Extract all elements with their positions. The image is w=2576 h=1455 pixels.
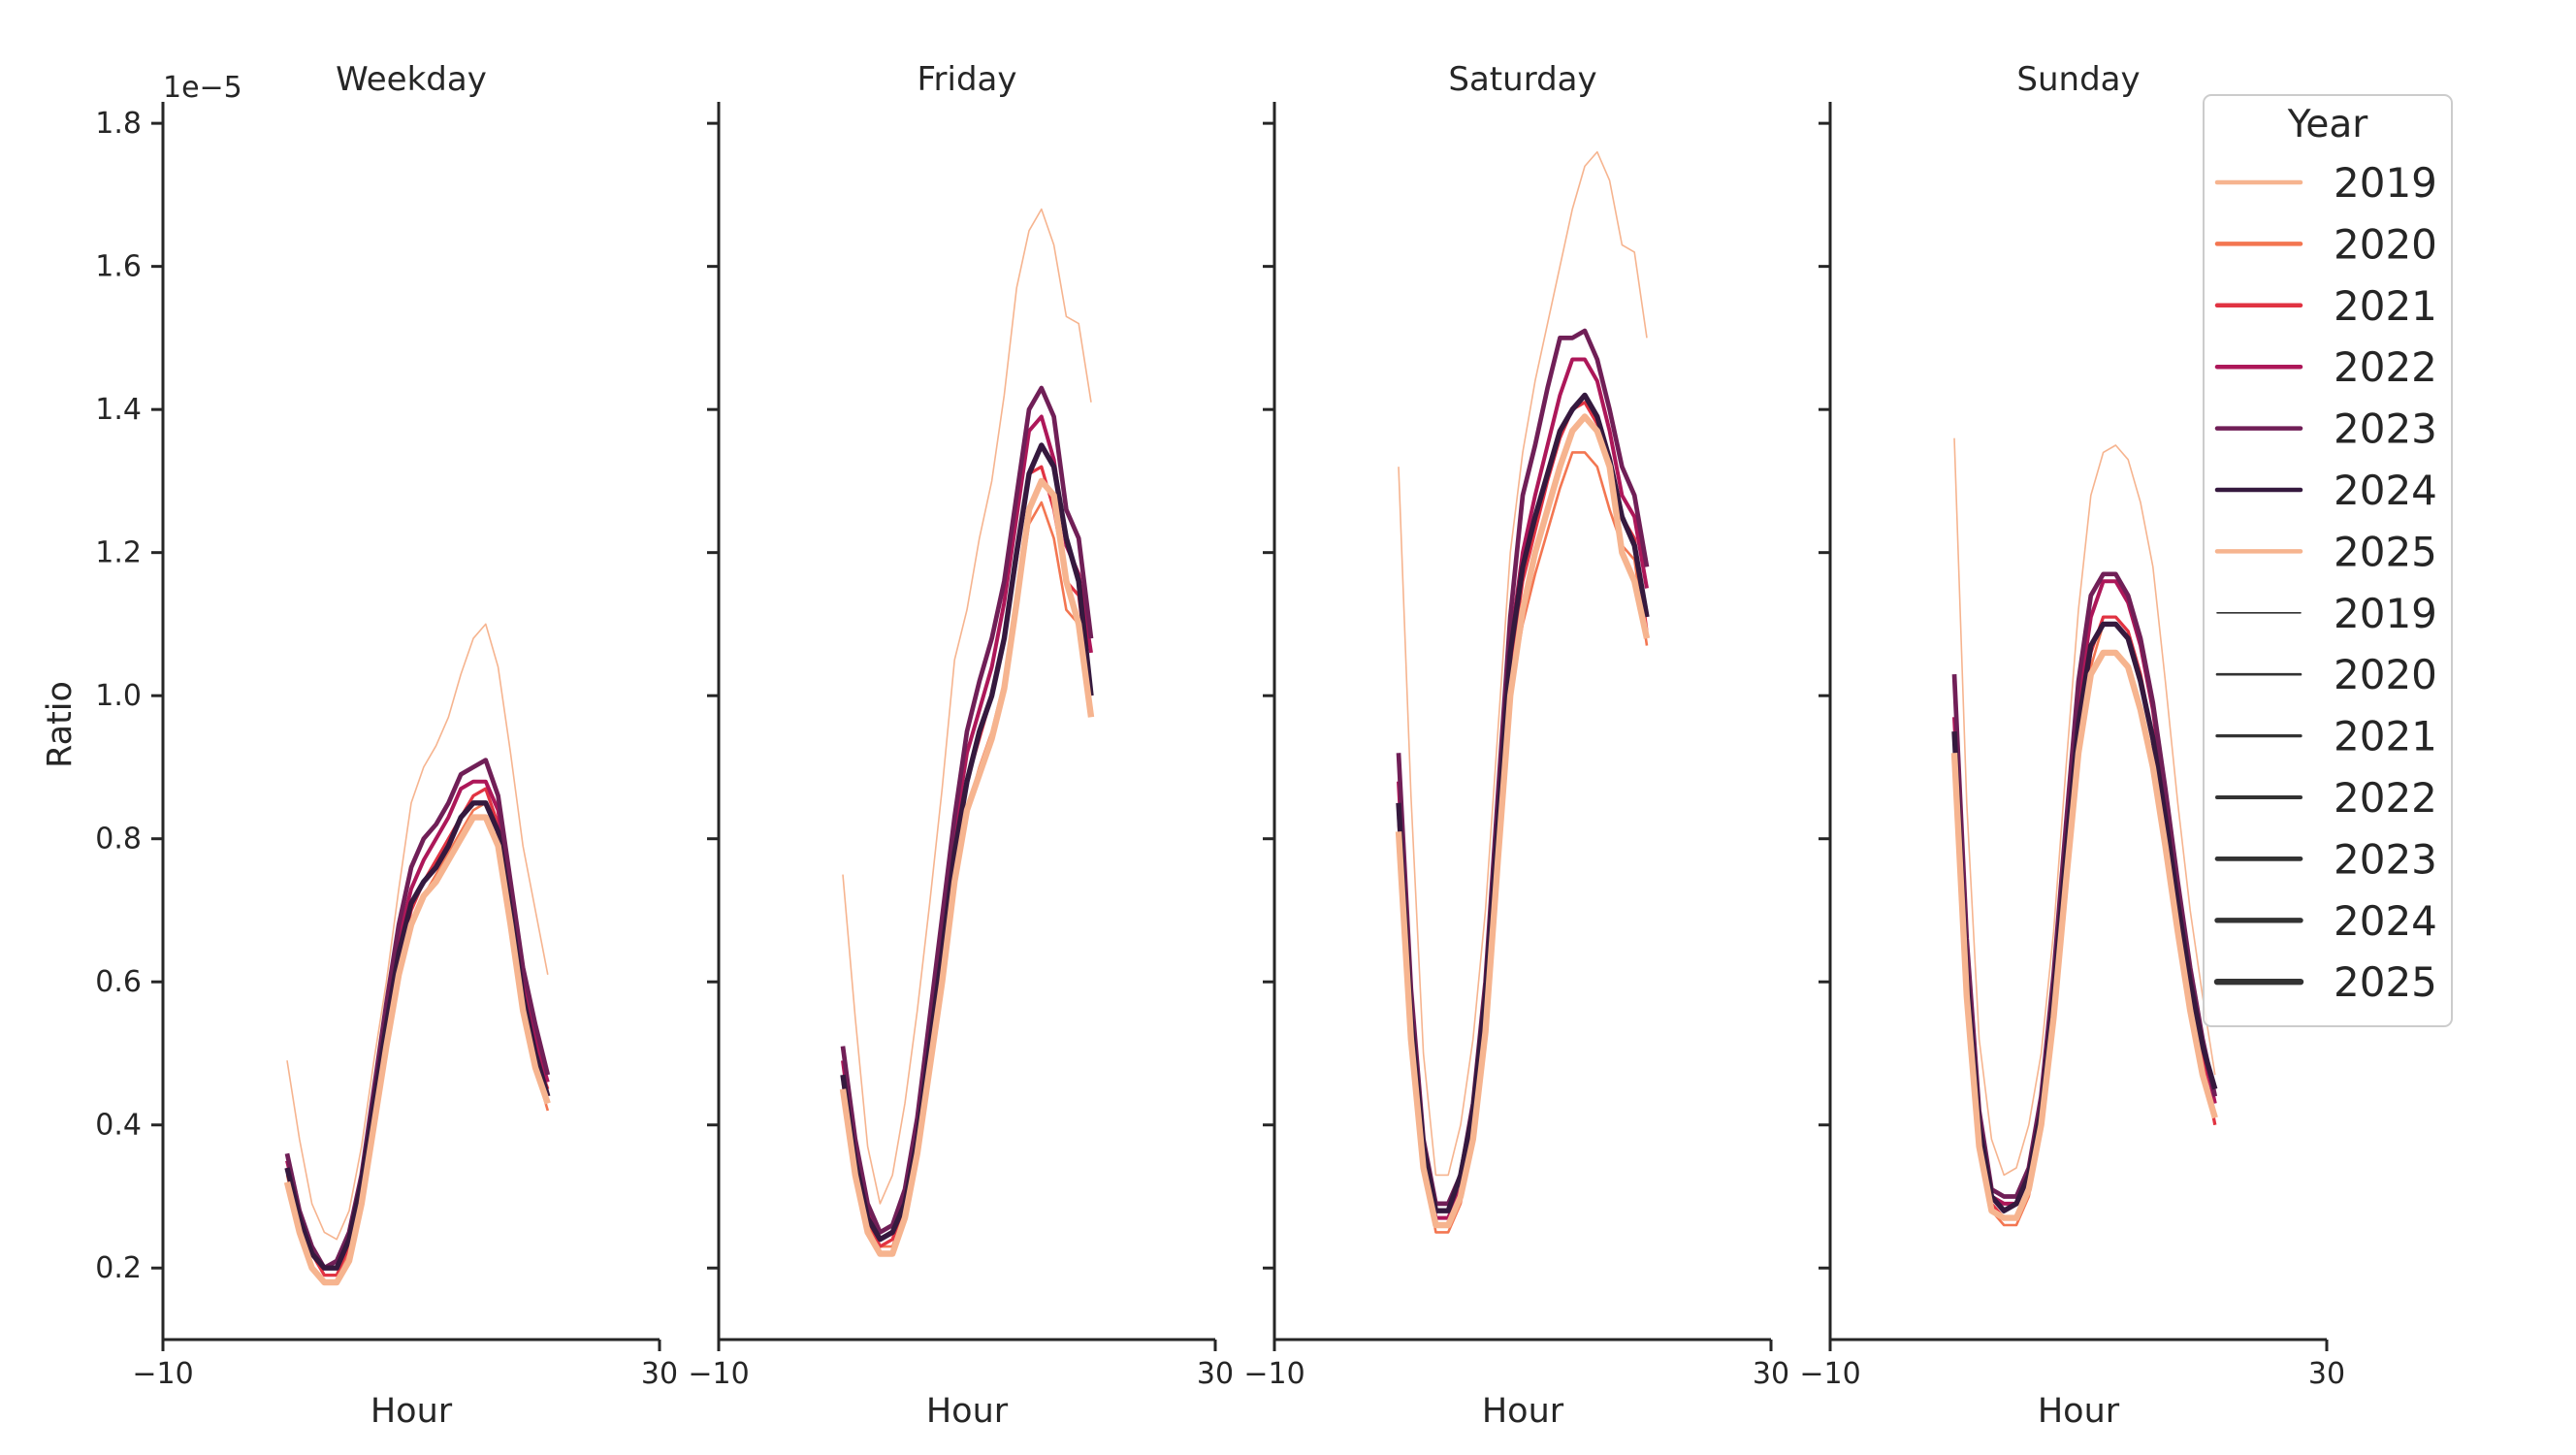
series-line-2023 bbox=[1951, 571, 2218, 1199]
legend-label-hue-2023: 2023 bbox=[2334, 405, 2437, 453]
x-tick-label: −10 bbox=[688, 1357, 749, 1391]
legend-label-hue-2024: 2024 bbox=[2334, 467, 2437, 514]
legend-label-hue-2022: 2022 bbox=[2334, 343, 2437, 391]
legend-label-size-2021: 2021 bbox=[2334, 713, 2437, 760]
series-line-2021 bbox=[841, 465, 1093, 1248]
series-line-2019 bbox=[842, 208, 1092, 1205]
x-tick-label: −10 bbox=[132, 1357, 193, 1391]
legend-frame bbox=[2203, 94, 2453, 1027]
series-line-2025 bbox=[283, 814, 551, 1286]
x-axis-label: Hour bbox=[2038, 1392, 2120, 1431]
x-axis-label: Hour bbox=[1482, 1392, 1564, 1431]
y-tick-label: 1.2 bbox=[95, 536, 142, 570]
y-tick-label: 1.0 bbox=[95, 679, 142, 713]
legend-label-size-2024: 2024 bbox=[2334, 897, 2437, 945]
y-tick-label: 1.8 bbox=[95, 107, 142, 141]
series-line-2023 bbox=[840, 385, 1094, 1235]
x-axis-label: Hour bbox=[926, 1392, 1009, 1431]
legend-label-size-2019: 2019 bbox=[2334, 590, 2437, 637]
series-line-2020 bbox=[841, 501, 1093, 1248]
y-axis-offset-label: 1e−5 bbox=[163, 71, 242, 105]
legend-label-hue-2025: 2025 bbox=[2334, 528, 2437, 575]
y-axis-label: Ratio bbox=[41, 681, 80, 768]
x-tick-label: 30 bbox=[1197, 1357, 1234, 1391]
panel-title: Weekday bbox=[336, 60, 487, 99]
legend-label-hue-2021: 2021 bbox=[2334, 282, 2437, 330]
x-tick-label: −10 bbox=[1243, 1357, 1304, 1391]
y-tick-label: 0.8 bbox=[95, 823, 142, 857]
panel-title: Sunday bbox=[2016, 60, 2140, 99]
x-tick-label: −10 bbox=[1799, 1357, 1860, 1391]
x-tick-label: 30 bbox=[641, 1357, 678, 1391]
y-tick-label: 1.6 bbox=[95, 250, 142, 284]
legend-label-hue-2019: 2019 bbox=[2334, 159, 2437, 207]
legend-title: Year bbox=[2287, 103, 2369, 146]
series-line-2025 bbox=[1395, 413, 1651, 1229]
y-tick-label: 0.2 bbox=[95, 1251, 142, 1285]
series-line-2024 bbox=[1951, 621, 2218, 1213]
series-line-2021 bbox=[1397, 401, 1649, 1227]
series-line-2019 bbox=[1953, 437, 2216, 1177]
series-line-2025 bbox=[1950, 649, 2218, 1221]
x-tick-label: 30 bbox=[2308, 1357, 2345, 1391]
legend-label-hue-2020: 2020 bbox=[2334, 220, 2437, 268]
series-line-2024 bbox=[840, 442, 1094, 1243]
x-axis-label: Hour bbox=[370, 1392, 453, 1431]
legend-label-size-2025: 2025 bbox=[2334, 958, 2437, 1006]
series-line-2022 bbox=[1397, 357, 1649, 1220]
series-line-2024 bbox=[1396, 392, 1650, 1213]
y-tick-label: 0.4 bbox=[95, 1109, 142, 1143]
legend-label-size-2023: 2023 bbox=[2334, 835, 2437, 883]
y-tick-label: 0.6 bbox=[95, 965, 142, 999]
panels-layer: Weekday 0.2 0.4 0.6 0.8 1.0 1.2 1.4 1.6 1.8 −10 30 H… bbox=[95, 60, 2345, 1431]
series-line-2019 bbox=[286, 623, 549, 1241]
series-line-2019 bbox=[1398, 150, 1648, 1177]
series-line-2023 bbox=[284, 758, 551, 1271]
series-line-2025 bbox=[839, 477, 1095, 1257]
legend-label-size-2020: 2020 bbox=[2334, 651, 2437, 698]
series-line-2023 bbox=[1396, 328, 1650, 1207]
panel-friday: Friday −10 30 Hour bbox=[688, 60, 1234, 1431]
panel-sunday: Sunday −10 30 Hour bbox=[1799, 60, 2345, 1431]
panel-title: Friday bbox=[917, 60, 1016, 99]
x-tick-label: 30 bbox=[1753, 1357, 1789, 1391]
panel-weekday: Weekday 0.2 0.4 0.6 0.8 1.0 1.2 1.4 1.6 1.8 −10 30 H… bbox=[95, 60, 678, 1431]
legend: Year 2019 2020 2021 2022 2023 2024 2025 2019 2020… bbox=[2203, 94, 2453, 1027]
legend-label-size-2022: 2022 bbox=[2334, 774, 2437, 822]
panel-saturday: Saturday −10 30 Hour bbox=[1243, 60, 1789, 1431]
y-tick-label: 1.4 bbox=[95, 393, 142, 427]
panel-title: Saturday bbox=[1448, 60, 1596, 99]
